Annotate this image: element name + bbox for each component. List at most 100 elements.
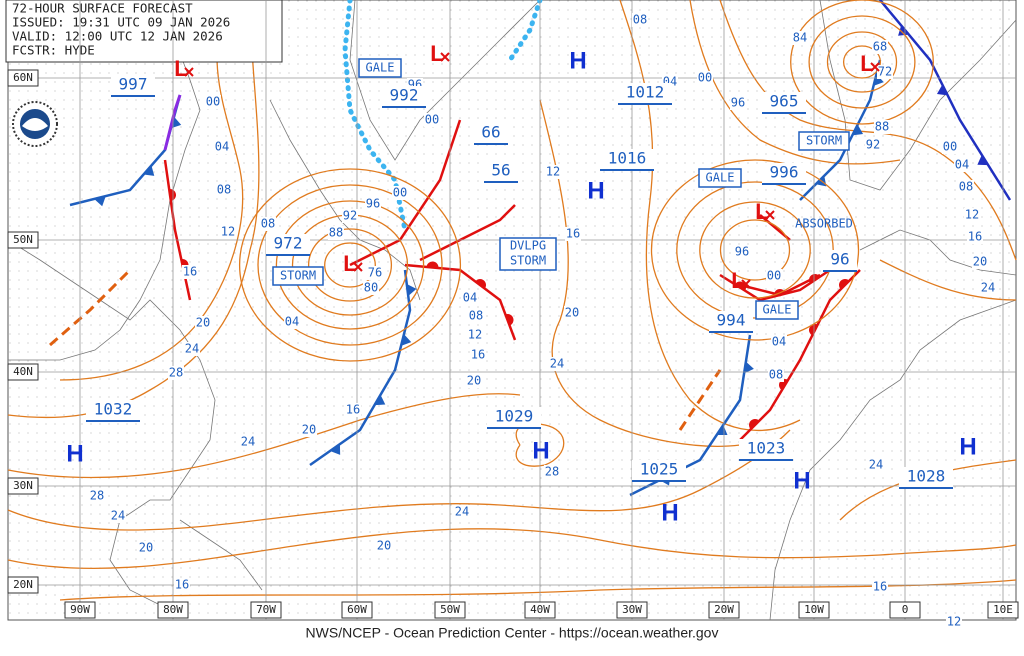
header-line: 72-HOUR SURFACE FORECAST bbox=[12, 1, 193, 16]
isobar-label-bg bbox=[220, 225, 236, 239]
isobar-label: 24 bbox=[550, 357, 564, 371]
isobar bbox=[699, 201, 811, 299]
isobar-label: 72 bbox=[878, 65, 892, 79]
isobar-label: 24 bbox=[111, 509, 125, 523]
isobar-label: 24 bbox=[185, 342, 199, 356]
pressure-center: 96 bbox=[830, 250, 849, 269]
center-label-bg bbox=[632, 460, 686, 482]
center-label-bg bbox=[266, 234, 310, 256]
isobar-label: 16 bbox=[183, 265, 197, 279]
pressure-center: 994 bbox=[717, 311, 746, 330]
lon-label-box bbox=[616, 601, 648, 619]
isobar-label: 00 bbox=[943, 140, 957, 154]
isobar-label: 16 bbox=[175, 578, 189, 592]
high-center: H bbox=[532, 437, 549, 464]
lat-label-box bbox=[7, 69, 39, 87]
isobar-label: 28 bbox=[169, 366, 183, 380]
isobar-label: 96 bbox=[366, 197, 380, 211]
isobar bbox=[790, 0, 934, 125]
isobar-label-bg bbox=[168, 366, 184, 380]
isobar bbox=[307, 228, 393, 302]
footer: NWS/NCEP - Ocean Prediction Center - htt… bbox=[306, 625, 719, 641]
warning-box bbox=[798, 131, 850, 151]
isobar-label: 84 bbox=[793, 31, 807, 45]
front-marker bbox=[426, 261, 439, 269]
front-marker bbox=[475, 279, 486, 289]
isobar-label: 24 bbox=[241, 435, 255, 449]
isobar-label-bg bbox=[260, 217, 276, 231]
isobar bbox=[238, 168, 462, 362]
high-center: H bbox=[66, 440, 83, 467]
lon-label-box bbox=[341, 601, 373, 619]
pressure-center: 1029 bbox=[495, 407, 534, 426]
isobar-label: 20 bbox=[302, 423, 316, 437]
isobar-label: 08 bbox=[469, 309, 483, 323]
isobar-label: 20 bbox=[139, 541, 153, 555]
lat-label-box bbox=[7, 477, 39, 495]
isobar-label-bg bbox=[865, 138, 881, 152]
isobar-label-bg bbox=[205, 95, 221, 109]
isobar-label-bg bbox=[365, 197, 381, 211]
isobar-label-bg bbox=[964, 208, 980, 222]
isobar-label-bg bbox=[392, 186, 408, 200]
pressure-center: 997 bbox=[119, 75, 148, 94]
isobar-label-bg bbox=[954, 158, 970, 172]
isobar-label: 20 bbox=[467, 374, 481, 388]
isobar bbox=[808, 15, 916, 109]
isobar-label-bg bbox=[184, 342, 200, 356]
occluded-front bbox=[163, 94, 182, 151]
isobar-label: 20 bbox=[196, 316, 210, 330]
isobar-label-bg bbox=[301, 423, 317, 437]
isobar-label: 96 bbox=[731, 96, 745, 110]
isobar-label-bg bbox=[182, 265, 198, 279]
isobar bbox=[719, 219, 791, 281]
isobar-label: 00 bbox=[393, 186, 407, 200]
front-marker bbox=[406, 284, 417, 296]
isobar-label-bg bbox=[697, 71, 713, 85]
isobar-label-bg bbox=[632, 13, 648, 27]
lat-label-box bbox=[7, 576, 39, 594]
pressure-center: 972 bbox=[274, 234, 303, 253]
warning: GALE bbox=[706, 171, 735, 185]
isobar-label-bg bbox=[345, 403, 361, 417]
front-marker bbox=[716, 425, 728, 435]
isobar-label-bg bbox=[216, 183, 232, 197]
high-center: H bbox=[959, 433, 976, 460]
low-x bbox=[184, 67, 194, 77]
isobar-label-bg bbox=[462, 291, 478, 305]
lon-label-box bbox=[250, 601, 282, 619]
center-label-bg bbox=[600, 149, 654, 171]
isobar-label: 08 bbox=[261, 217, 275, 231]
front-marker bbox=[401, 334, 412, 346]
isobar-label-bg bbox=[89, 489, 105, 503]
front-marker bbox=[749, 419, 760, 430]
isobar-label: 92 bbox=[343, 209, 357, 223]
isobar-label-bg bbox=[110, 509, 126, 523]
isobar-label-bg bbox=[195, 316, 211, 330]
low-x bbox=[353, 262, 363, 272]
fronts bbox=[49, 0, 1012, 497]
lon-label-box bbox=[524, 601, 556, 619]
isobar-label-bg bbox=[367, 266, 383, 280]
lat-label: 60N bbox=[13, 71, 33, 84]
isobar-label: 12 bbox=[965, 208, 979, 222]
isobar-label-bg bbox=[980, 281, 996, 295]
isobar-label: 04 bbox=[463, 291, 477, 305]
front bbox=[309, 269, 412, 467]
pressure-center: 1032 bbox=[94, 400, 133, 419]
isobar-label-bg bbox=[549, 357, 565, 371]
isobar-label-bg bbox=[874, 120, 890, 134]
lon-label: 40W bbox=[530, 603, 550, 616]
isobar-label-bg bbox=[872, 580, 888, 594]
isobar-label-bg bbox=[771, 335, 787, 349]
center-label-bg bbox=[762, 92, 806, 114]
lon-label: 10E bbox=[993, 603, 1013, 616]
center-label-bg bbox=[86, 400, 140, 422]
lon-label-box bbox=[708, 601, 740, 619]
absorbed-note: ABSORBED bbox=[795, 217, 853, 231]
isobar-label-bg bbox=[214, 140, 230, 154]
center-label-bg bbox=[739, 439, 793, 461]
center-label-bg bbox=[899, 467, 953, 489]
warning-box bbox=[755, 300, 799, 320]
header-line: VALID: 12:00 UTC 12 JAN 2026 bbox=[12, 29, 223, 44]
